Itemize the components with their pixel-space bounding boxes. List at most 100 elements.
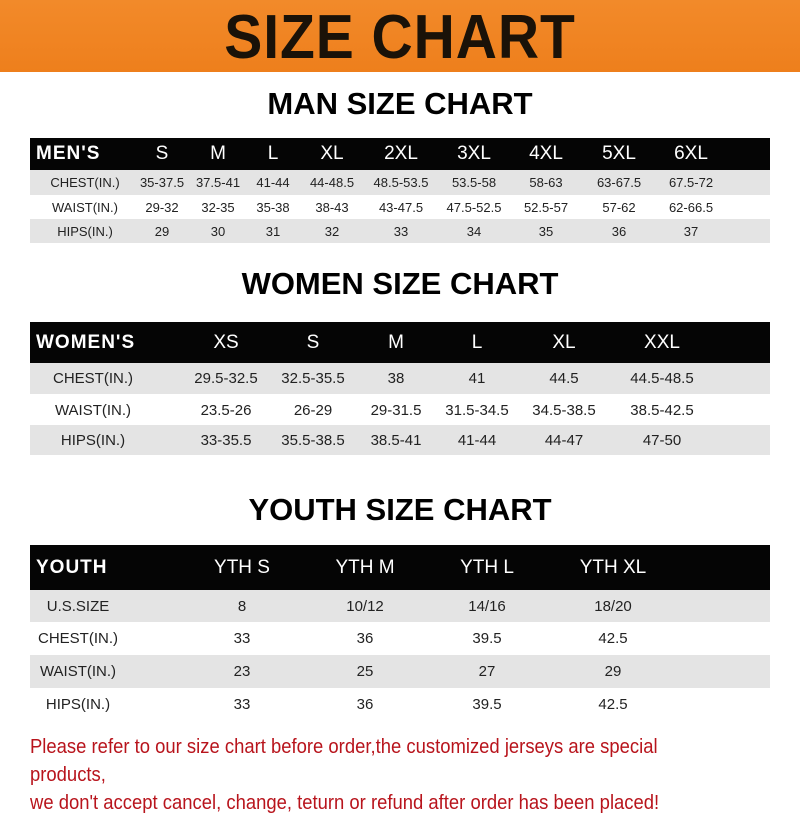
table-cell: 38: [387, 370, 405, 387]
table-cell: 33: [233, 695, 251, 713]
table-cell: 47.5-52.5: [446, 199, 502, 215]
table-cell: 58-63: [529, 175, 563, 190]
size-column-header: M: [210, 143, 226, 164]
table-cell: 35-37.5: [139, 175, 185, 190]
table-cell: 63-67.5: [596, 175, 642, 190]
table-cell: 26-29: [293, 401, 333, 419]
size-column-header: YTH M: [335, 556, 395, 578]
table-cell: 31: [265, 223, 281, 239]
table-cell: 53.5-58: [451, 175, 497, 190]
table-cell: 47-50: [642, 431, 682, 449]
table-header-label: WOMEN'S: [36, 331, 136, 353]
table-cell: 30: [210, 223, 226, 239]
table-cell: 44-47: [544, 431, 584, 449]
table-cell: 32: [324, 223, 340, 239]
table-header-label: MEN'S: [36, 143, 101, 164]
table-cell: 52.5-57: [523, 199, 569, 215]
table-cell: 42.5: [598, 630, 628, 647]
size-column-header: YTH S: [214, 556, 270, 578]
table-cell: 18/20: [594, 597, 632, 615]
table-row: WAIST(IN.) 23.5-26 26-29 29-31.5 31.5-34.5 34…: [30, 395, 770, 425]
table-header-label: YOUTH: [36, 556, 108, 578]
size-column-header: XL: [552, 331, 576, 353]
women-section-title: WOMEN SIZE CHART: [241, 266, 559, 301]
table-cell: 31.5-34.5: [445, 401, 509, 419]
size-column-header: M: [388, 331, 404, 353]
men-section-title: MAN SIZE CHART: [267, 86, 533, 121]
table-cell: 25: [356, 663, 374, 680]
table-cell: 37: [683, 223, 699, 239]
table-cell: 36: [611, 223, 627, 239]
table-row: CHEST(IN.) 29.5-32.5 32.5-35.5 38 41 44.5 44.5…: [30, 363, 770, 394]
men-header-row: MEN'S S M L XL 2XL 3XL 4XL 5XL 6XL: [30, 138, 770, 170]
size-column-header: YTH XL: [579, 556, 647, 578]
table-cell: 67.5-72: [668, 175, 714, 190]
size-column-header: S: [155, 143, 169, 164]
table-cell: 36: [356, 630, 374, 647]
size-column-header: 5XL: [602, 143, 636, 164]
measurement-label: CHEST(IN.): [50, 175, 120, 190]
table-cell: 44.5: [549, 370, 579, 387]
table-row: WAIST(IN.) 23 25 27 29: [30, 655, 770, 688]
table-cell: 37.5-41: [195, 175, 241, 190]
table-row: CHEST(IN.) 35-37.5 37.5-41 41-44 44-48.5 48.5…: [30, 170, 770, 195]
table-row: CHEST(IN.) 33 36 39.5 42.5: [30, 622, 770, 655]
size-column-header: 4XL: [529, 143, 563, 164]
table-row: HIPS(IN.) 33 36 39.5 42.5: [30, 688, 770, 720]
table-cell: 29: [154, 223, 170, 239]
table-cell: 35-38: [256, 199, 290, 215]
table-cell: 32.5-35.5: [281, 370, 345, 387]
table-row: WAIST(IN.) 29-32 32-35 35-38 38-43 43-47.5 47.…: [30, 195, 770, 219]
table-cell: 34.5-38.5: [532, 401, 596, 419]
order-notice: Please refer to our size chart before or…: [30, 733, 723, 817]
table-cell: 33-35.5: [200, 431, 252, 449]
table-cell: 33: [233, 630, 251, 647]
youth-section-title: YOUTH SIZE CHART: [248, 492, 552, 527]
table-cell: 29-31.5: [370, 401, 422, 419]
table-cell: 62-66.5: [668, 199, 714, 215]
table-cell: 32-35: [201, 199, 235, 215]
size-column-header: L: [471, 331, 483, 353]
table-cell: 29-32: [145, 199, 179, 215]
size-column-header: 3XL: [457, 143, 491, 164]
table-cell: 48.5-53.5: [373, 175, 429, 190]
table-cell: 29: [604, 663, 622, 680]
measurement-label: WAIST(IN.): [39, 663, 117, 680]
table-cell: 36: [356, 695, 374, 713]
table-row: U.S.SIZE 8 10/12 14/16 18/20: [30, 590, 770, 622]
size-column-header: S: [306, 331, 320, 353]
notice-line-2: we don't accept cancel, change, teturn o…: [30, 791, 660, 814]
measurement-label: HIPS(IN.): [57, 223, 113, 239]
measurement-label: HIPS(IN.): [60, 431, 126, 449]
table-cell: 41: [468, 370, 486, 387]
size-column-header: YTH L: [460, 556, 514, 578]
table-cell: 14/16: [468, 597, 506, 615]
banner-title: SIZE CHART: [224, 3, 576, 72]
measurement-label: HIPS(IN.): [45, 695, 111, 713]
youth-header-row: YOUTH YTH S YTH M YTH L YTH XL: [30, 545, 770, 590]
table-cell: 34: [466, 223, 482, 239]
table-cell: 57-62: [602, 199, 636, 215]
size-column-header: L: [267, 143, 279, 164]
table-cell: 41-44: [457, 431, 497, 449]
measurement-label: CHEST(IN.): [53, 370, 133, 387]
size-column-header: 2XL: [384, 143, 418, 164]
size-column-header: XL: [320, 143, 344, 164]
table-cell: 43-47.5: [378, 199, 424, 215]
table-cell: 29.5-32.5: [194, 370, 258, 387]
table-cell: 35.5-38.5: [281, 431, 345, 449]
table-cell: 38.5-42.5: [630, 401, 694, 419]
size-column-header: 6XL: [674, 143, 708, 164]
table-cell: 39.5: [472, 695, 502, 713]
table-cell: 42.5: [598, 695, 628, 713]
table-row: HIPS(IN.) 33-35.5 35.5-38.5 38.5-41 41-44 44-…: [30, 425, 770, 455]
table-cell: 35: [538, 223, 554, 239]
women-header-row: WOMEN'S XS S M L XL XXL: [30, 322, 770, 363]
measurement-label: U.S.SIZE: [46, 597, 110, 615]
table-cell: 23: [233, 663, 251, 680]
table-cell: 41-44: [256, 175, 290, 190]
table-row: HIPS(IN.) 29 30 31 32 33 34 35 36 37: [30, 219, 770, 243]
table-cell: 38-43: [315, 199, 349, 215]
size-column-header: XS: [213, 331, 239, 353]
measurement-label: WAIST(IN.): [54, 401, 132, 419]
